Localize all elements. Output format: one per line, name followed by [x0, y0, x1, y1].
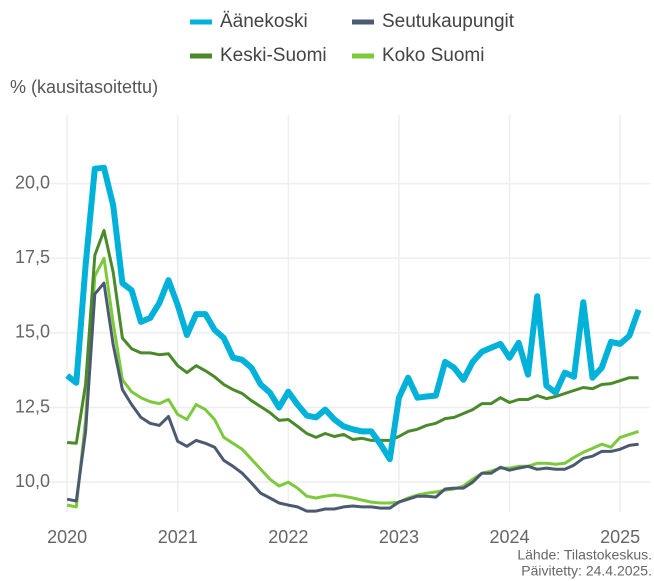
legend-label: Koko Suomi — [382, 45, 484, 66]
line — [65, 164, 642, 463]
y-tick-label: 10,0 — [15, 471, 50, 491]
x-tick-label: 2025 — [600, 527, 640, 547]
y-axis-label: % (kausitasoitettu) — [10, 77, 158, 97]
legend-label: Keski-Suomi — [220, 45, 327, 66]
x-tick-label: 2022 — [268, 527, 308, 547]
x-tick-label: 2020 — [47, 527, 87, 547]
legend-label: Seutukaupungit — [382, 11, 515, 32]
y-tick-label: 15,0 — [15, 322, 50, 342]
updated: Päivitetty: 24.4.2025. — [521, 563, 652, 579]
y-tick-label: 17,5 — [15, 247, 50, 267]
x-tick-label: 2023 — [379, 527, 419, 547]
source: Lähde: Tilastokeskus. — [517, 547, 652, 563]
line — [66, 281, 639, 513]
line — [66, 256, 640, 509]
x-tick-label: 2024 — [490, 527, 530, 547]
y-tick-label: 20,0 — [15, 172, 50, 192]
y-tick-label: 12,5 — [15, 396, 50, 416]
legend-label: Äänekoski — [220, 11, 308, 32]
line — [66, 229, 639, 445]
x-tick-label: 2021 — [158, 527, 198, 547]
